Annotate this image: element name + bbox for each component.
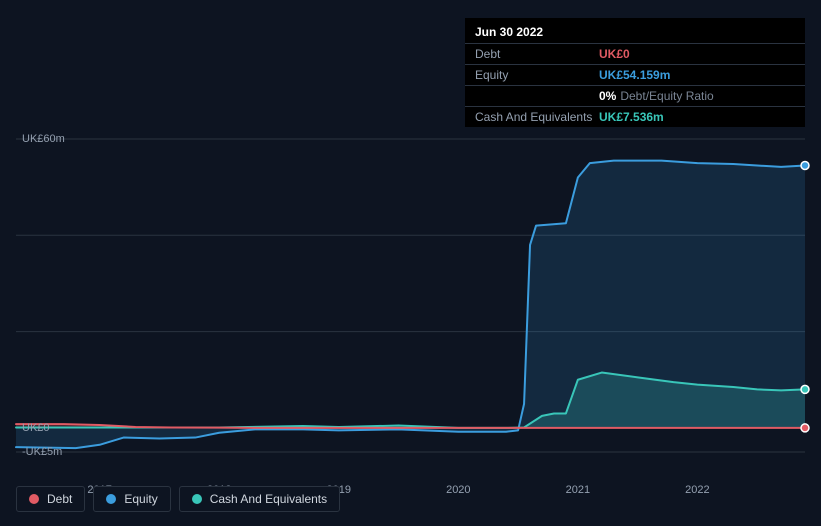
tooltip-label: Equity [475, 68, 599, 82]
tooltip-date: Jun 30 2022 [465, 18, 805, 43]
tooltip-value: UK£7.536m [599, 110, 795, 124]
legend-label: Equity [124, 492, 157, 506]
chart-tooltip: Jun 30 2022 Debt UK£0 Equity UK£54.159m … [465, 18, 805, 127]
chart-area[interactable]: UK£60mUK£0-UK£5m201720182019202020212022 [16, 125, 805, 476]
tooltip-value: UK£54.159m [599, 68, 795, 82]
x-axis-label: 2021 [566, 484, 590, 496]
x-axis-label: 2020 [446, 484, 470, 496]
tooltip-ratio: 0% Debt/Equity Ratio [599, 89, 795, 103]
tooltip-label: Debt [475, 47, 599, 61]
chart-svg [16, 125, 805, 476]
tooltip-row-debt: Debt UK£0 [465, 43, 805, 64]
y-axis-label: -UK£5m [22, 446, 62, 458]
y-axis-label: UK£0 [22, 422, 50, 434]
legend-dot [29, 494, 39, 504]
tooltip-label [475, 89, 599, 103]
tooltip-row-equity: Equity UK£54.159m [465, 64, 805, 85]
legend-dot [192, 494, 202, 504]
y-axis-label: UK£60m [22, 133, 65, 145]
tooltip-value: UK£0 [599, 47, 795, 61]
ratio-pct: 0% [599, 89, 616, 103]
legend: Debt Equity Cash And Equivalents [16, 486, 340, 512]
legend-label: Cash And Equivalents [210, 492, 327, 506]
legend-item-equity[interactable]: Equity [93, 486, 170, 512]
legend-item-debt[interactable]: Debt [16, 486, 85, 512]
x-axis-label: 2022 [685, 484, 709, 496]
legend-label: Debt [47, 492, 72, 506]
ratio-text: Debt/Equity Ratio [620, 89, 713, 103]
legend-item-cash[interactable]: Cash And Equivalents [179, 486, 340, 512]
tooltip-label: Cash And Equivalents [475, 110, 599, 124]
tooltip-row-cash: Cash And Equivalents UK£7.536m [465, 106, 805, 127]
tooltip-row-ratio: 0% Debt/Equity Ratio [465, 85, 805, 106]
legend-dot [106, 494, 116, 504]
